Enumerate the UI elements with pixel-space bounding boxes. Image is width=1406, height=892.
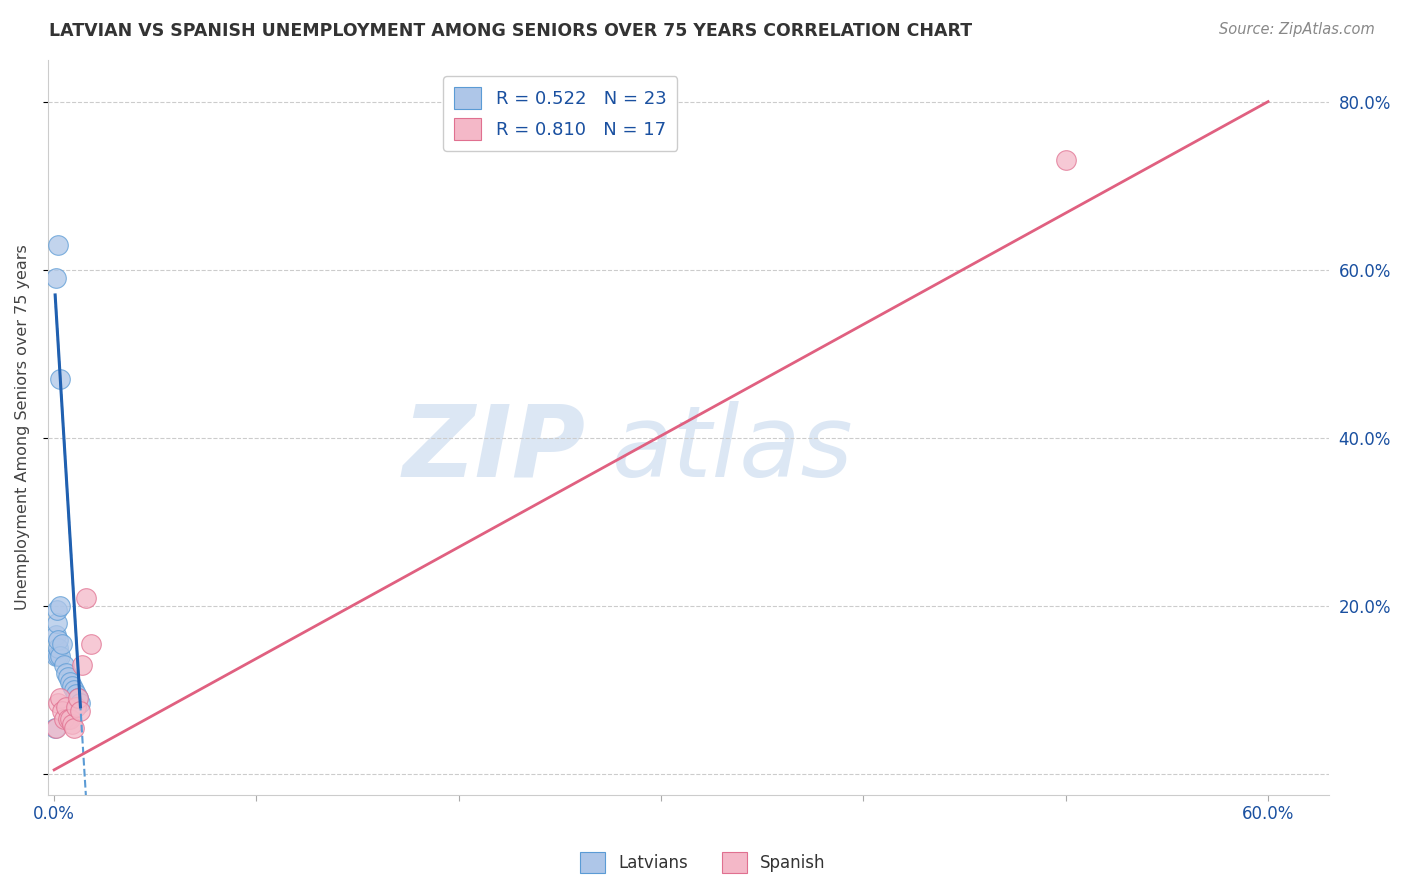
Point [76, 591, 98, 605]
Legend: R = 0.522   N = 23, R = 0.810   N = 17: R = 0.522 N = 23, R = 0.810 N = 17 [443, 76, 678, 151]
Point [45, 721, 67, 735]
Point [53, 657, 76, 672]
Point [46, 649, 69, 664]
Point [45, 628, 67, 642]
Legend: Latvians, Spanish: Latvians, Spanish [574, 846, 832, 880]
Point [44, 721, 66, 735]
Point [46, 632, 69, 647]
Point [1054, 153, 1077, 168]
Text: atlas: atlas [612, 401, 853, 498]
Point [53, 713, 76, 727]
Point [67, 691, 90, 706]
Point [63, 721, 86, 735]
Point [46, 696, 69, 710]
Point [55, 699, 77, 714]
Point [58, 713, 80, 727]
Point [65, 687, 87, 701]
Point [46, 640, 69, 655]
Point [72, 657, 94, 672]
Text: Source: ZipAtlas.com: Source: ZipAtlas.com [1219, 22, 1375, 37]
Point [59, 713, 82, 727]
Y-axis label: Unemployment Among Seniors over 75 years: Unemployment Among Seniors over 75 years [15, 244, 30, 610]
Point [49, 649, 72, 664]
Point [58, 670, 80, 684]
Point [46, 615, 69, 630]
Point [59, 674, 82, 689]
Point [60, 716, 83, 731]
Text: ZIP: ZIP [404, 401, 586, 498]
Point [46, 237, 69, 252]
Point [45, 649, 67, 664]
Point [51, 704, 73, 718]
Text: LATVIAN VS SPANISH UNEMPLOYMENT AMONG SENIORS OVER 75 YEARS CORRELATION CHART: LATVIAN VS SPANISH UNEMPLOYMENT AMONG SE… [49, 22, 973, 40]
Point [69, 696, 91, 710]
Point [51, 637, 73, 651]
Point [49, 372, 72, 386]
Point [65, 699, 87, 714]
Point [45, 271, 67, 285]
Point [79, 637, 101, 651]
Point [63, 683, 86, 698]
Point [60, 679, 83, 693]
Point [69, 704, 91, 718]
Point [49, 599, 72, 613]
Point [49, 691, 72, 706]
Point [55, 666, 77, 681]
Point [46, 603, 69, 617]
Point [67, 691, 90, 706]
